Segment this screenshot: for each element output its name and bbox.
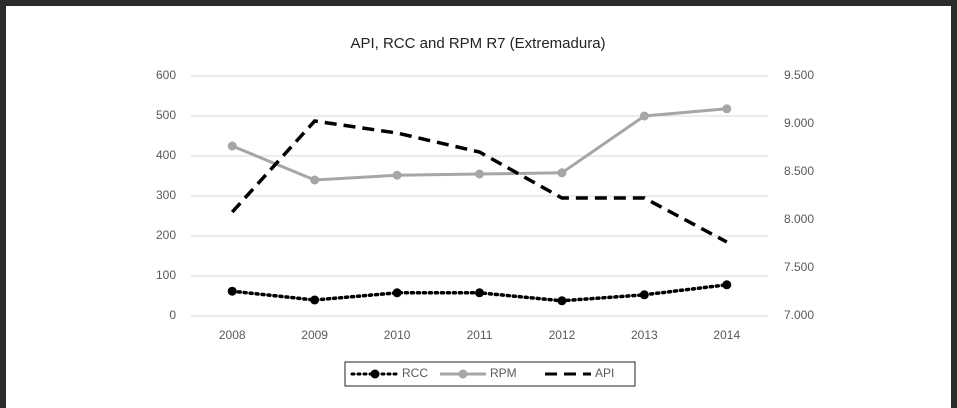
series-marker [722,280,732,290]
y-tick-label: 600 [156,68,176,82]
y-tick-label: 200 [156,228,176,242]
series-marker [475,288,484,298]
x-tick-label: 2009 [301,328,328,342]
y-tick-label: 0 [169,308,176,322]
series-marker [310,295,320,305]
series-marker [722,104,732,114]
y2-tick-label: 7.500 [784,260,814,274]
legend-box [344,361,636,387]
series-marker [639,290,649,300]
series-marker [392,170,402,180]
chart-area [6,6,951,408]
legend-label: RCC [402,366,428,380]
x-tick-label: 2008 [219,328,246,342]
y2-tick-label: 9.000 [784,116,814,130]
series-line [230,119,728,244]
y-tick-label: 300 [156,188,176,202]
y2-tick-label: 8.000 [784,212,814,226]
series-marker [392,288,402,298]
x-tick-label: 2014 [713,328,740,342]
x-tick-label: 2012 [549,328,576,342]
legend-marker [370,369,380,379]
y-tick-label: 100 [156,268,176,282]
series-marker [557,296,567,306]
x-tick-label: 2010 [384,328,411,342]
legend-label: RPM [490,366,517,380]
y2-tick-label: 9.500 [784,68,814,82]
series-marker [227,286,237,296]
series-marker [639,111,649,121]
y-tick-label: 400 [156,148,176,162]
series-marker [310,175,320,185]
chart-title: API, RCC and RPM R7 (Extremadura) [350,35,605,52]
y2-tick-label: 7.000 [784,308,814,322]
x-tick-label: 2011 [467,328,493,342]
legend-marker [458,369,468,379]
y-tick-label: 500 [156,108,176,122]
series-marker [227,141,237,151]
x-tick-label: 2013 [631,328,658,342]
series-marker [475,169,484,179]
legend-label: API [595,366,614,380]
series-marker [557,168,567,178]
y2-tick-label: 8.500 [784,164,814,178]
